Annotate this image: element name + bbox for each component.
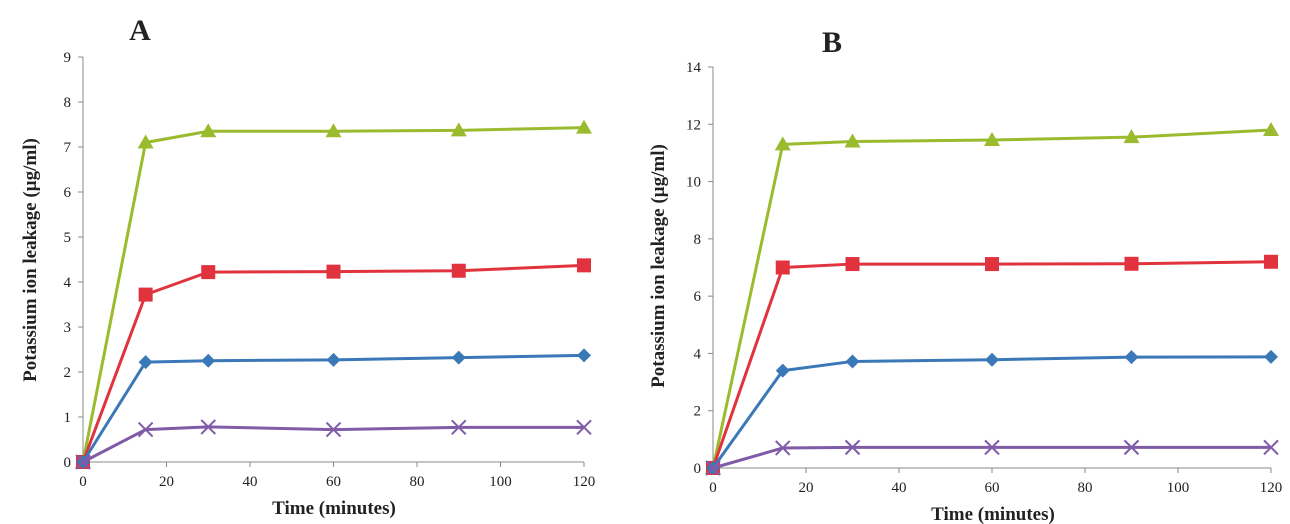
x-tick-label: 60 [985,480,1000,496]
data-point [137,421,154,438]
y-tick-label: 5 [64,230,72,246]
series-line [711,355,1272,469]
x-tick-label: 80 [410,474,425,490]
y-tick-label: 1 [64,410,72,426]
y-tick-label: 3 [64,320,72,336]
data-point [775,363,790,378]
x-tick-label: 80 [1078,480,1093,496]
data-point [201,353,216,368]
data-point [1264,254,1278,269]
x-tick-label: 100 [1167,480,1190,496]
y-axis-label: Potassium ion leakage (µg/ml) [20,138,41,382]
data-point [1123,129,1140,144]
data-point [1124,350,1139,365]
x-tick-label: 0 [79,474,87,490]
data-point [775,440,791,456]
y-tick-label: 6 [694,289,702,305]
y-tick-label: 6 [64,185,72,201]
x-tick-label: 100 [489,474,512,490]
y-tick-label: 2 [694,404,702,420]
series-line [81,126,585,463]
data-point [326,352,341,367]
data-point [984,132,1000,147]
chart-title: B [822,26,842,59]
y-tick-label: 8 [64,95,72,111]
chart-panel-a: A Time (minutes) Potassium ion leakage (… [20,14,595,519]
chart-panel-b: B Time (minutes) Potassium ion leakage (… [648,26,1282,524]
x-tick-label: 120 [573,474,596,490]
y-tick-label: 10 [686,175,701,191]
y-tick-label: 12 [686,117,701,133]
data-point [1263,439,1279,456]
y-tick-label: 8 [694,232,702,248]
data-point [845,354,860,369]
y-tick-label: 14 [686,60,702,76]
x-tick-label: 40 [243,474,258,490]
y-tick-label: 4 [64,275,72,291]
data-point [1263,122,1279,137]
x-tick-label: 120 [1260,480,1283,496]
data-point [1123,439,1140,456]
data-point [451,350,466,365]
data-point [451,263,466,278]
data-point [774,136,791,151]
data-point [137,134,154,149]
data-point [576,419,592,436]
data-point [577,348,591,363]
chart-title: A [129,14,151,47]
series-line [81,263,585,463]
data-point [775,260,790,275]
series-line [82,425,584,464]
x-tick-label: 0 [709,480,717,496]
x-tick-label: 60 [326,474,341,490]
series-line [711,128,1272,469]
data-point [1264,349,1278,364]
y-tick-label: 9 [64,50,72,66]
data-point [844,439,861,456]
plot-area: 0 2 4 6 8 10 12 14 0 20 40 60 80 100 120 [686,60,1282,496]
y-tick-label: 4 [694,346,702,362]
x-axis-label: Time (minutes) [272,498,396,519]
y-tick-label: 2 [64,365,72,381]
data-point [985,257,999,272]
data-point [325,123,342,138]
data-point [200,123,217,138]
data-point [844,133,861,148]
y-tick-label: 7 [64,140,72,156]
data-point [845,257,860,272]
data-point [984,439,1000,456]
x-axis-label: Time (minutes) [931,504,1055,524]
data-point [450,122,467,137]
data-point [201,265,216,280]
data-point [705,460,721,476]
data-point [451,419,467,436]
data-point [326,264,341,279]
data-point [325,421,342,438]
data-point [576,119,592,134]
x-tick-label: 20 [159,474,174,490]
x-tick-label: 20 [799,480,814,496]
data-point [75,454,91,470]
data-point [1124,256,1139,271]
data-point [985,352,999,367]
x-tick-label: 40 [892,480,907,496]
y-tick-label: 0 [694,461,702,477]
data-point [138,355,153,370]
series-line [81,353,585,463]
y-tick-label: 0 [64,455,72,471]
data-point [200,419,216,435]
data-point [577,258,591,273]
series-line [712,445,1271,470]
plot-area: 0 1 2 3 4 5 6 7 8 9 0 20 40 60 80 100 120 [64,50,596,490]
data-point [138,287,153,302]
series-line [711,260,1272,469]
y-axis-label: Potassium ion leakage (µg/ml) [648,144,669,388]
